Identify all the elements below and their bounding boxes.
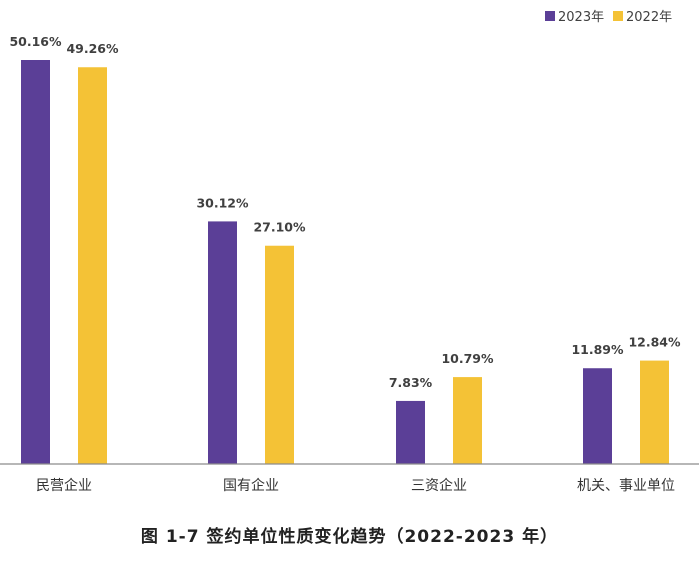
bars [21, 60, 669, 464]
bar-2023年-机关、事业单位 [583, 368, 612, 464]
value-label: 50.16% [9, 34, 62, 49]
category-label: 民营企业 [36, 477, 92, 494]
bar-2023年-国有企业 [208, 221, 237, 464]
value-label: 27.10% [253, 220, 306, 235]
category-label: 三资企业 [411, 477, 467, 494]
bar-2022年-三资企业 [453, 377, 482, 464]
value-labels: 50.16% 49.26% 30.12% 27.10% 7.83% 10.79% 11.89… [9, 34, 681, 390]
bar-2023年-三资企业 [396, 400, 425, 464]
legend-swatch [613, 11, 623, 21]
value-label: 7.83% [389, 375, 433, 390]
value-label: 49.26% [66, 41, 119, 56]
category-label: 机关、事业单位 [577, 478, 675, 494]
value-label: 10.79% [441, 351, 494, 366]
bar-2022年-机关、事业单位 [640, 360, 669, 464]
legend-label: 2023年 [558, 10, 604, 25]
bar-2023年-民营企业 [21, 60, 50, 464]
value-label: 11.89% [571, 342, 624, 357]
value-label: 30.12% [196, 195, 249, 210]
legend-label: 2022年 [626, 10, 672, 25]
figure-caption: 图 1-7 签约单位性质变化趋势（2022-2023 年） [140, 527, 559, 547]
category-label: 国有企业 [223, 477, 279, 494]
legend-swatch [545, 11, 555, 21]
legend: 2023年 2022年 [545, 10, 672, 25]
value-label: 12.84% [628, 335, 681, 350]
bar-2022年-国有企业 [265, 245, 294, 464]
bar-chart: 2023年 2022年 50.16% 49.26% 30.12% 27.10% 7.83%… [0, 10, 699, 494]
bar-2022年-民营企业 [78, 67, 107, 464]
category-labels: 民营企业 国有企业 三资企业 机关、事业单位 [36, 477, 675, 494]
